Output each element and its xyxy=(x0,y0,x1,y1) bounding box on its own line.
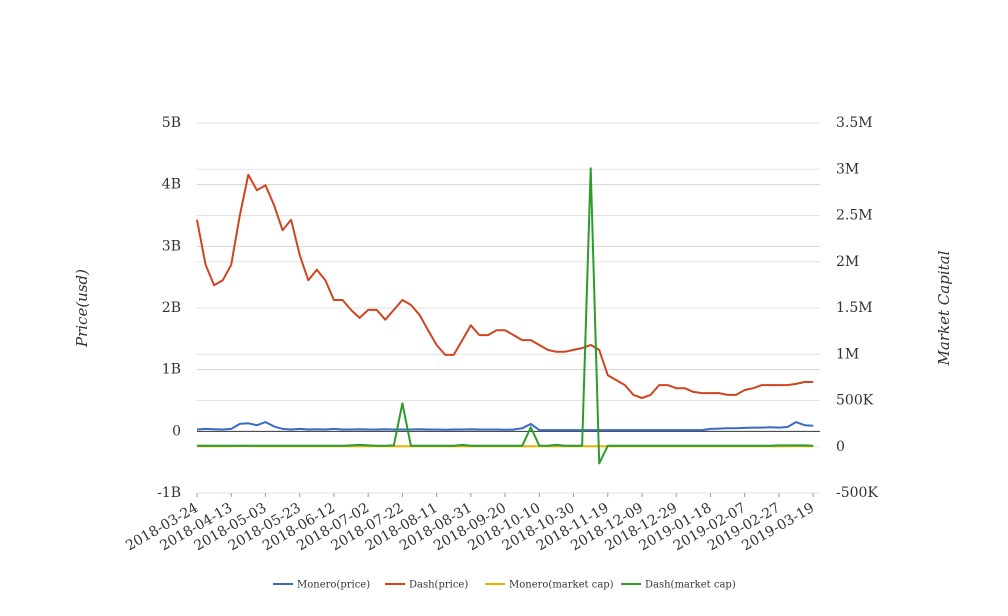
y2-tick-label: -500K xyxy=(836,485,878,501)
y2-tick-label: 3.5M xyxy=(836,115,873,131)
y-tick-label: 4B xyxy=(162,177,181,193)
y-tick-label: 1B xyxy=(162,362,181,378)
y2-tick-label: 1M xyxy=(836,346,859,362)
y2-tick-label: 2M xyxy=(836,254,859,270)
legend-text: Dash(price) xyxy=(409,580,468,591)
y-tick-label: 2B xyxy=(162,300,181,316)
y-axis-title: Price(usd) xyxy=(73,269,91,348)
series-line xyxy=(197,167,814,465)
y-tick-label: -1B xyxy=(157,485,181,501)
y2-tick-label: 500K xyxy=(836,393,874,409)
legend-text: Monero(price) xyxy=(297,580,370,591)
y-tick-label: 0 xyxy=(172,423,181,439)
y-tick-label: 3B xyxy=(162,238,181,254)
y2-tick-label: 0 xyxy=(836,439,845,455)
y-tick-label: 5B xyxy=(162,115,181,131)
y2-tick-label: 2.5M xyxy=(836,208,873,224)
y2-tick-label: 1.5M xyxy=(836,300,873,316)
legend-text: Dash(market cap) xyxy=(645,580,736,591)
y2-axis-title: Market Capital xyxy=(935,250,953,366)
y2-tick-label: 3M xyxy=(836,161,859,177)
legend-text: Monero(market cap) xyxy=(509,580,614,591)
series-line xyxy=(196,421,814,432)
series-line xyxy=(196,173,814,399)
